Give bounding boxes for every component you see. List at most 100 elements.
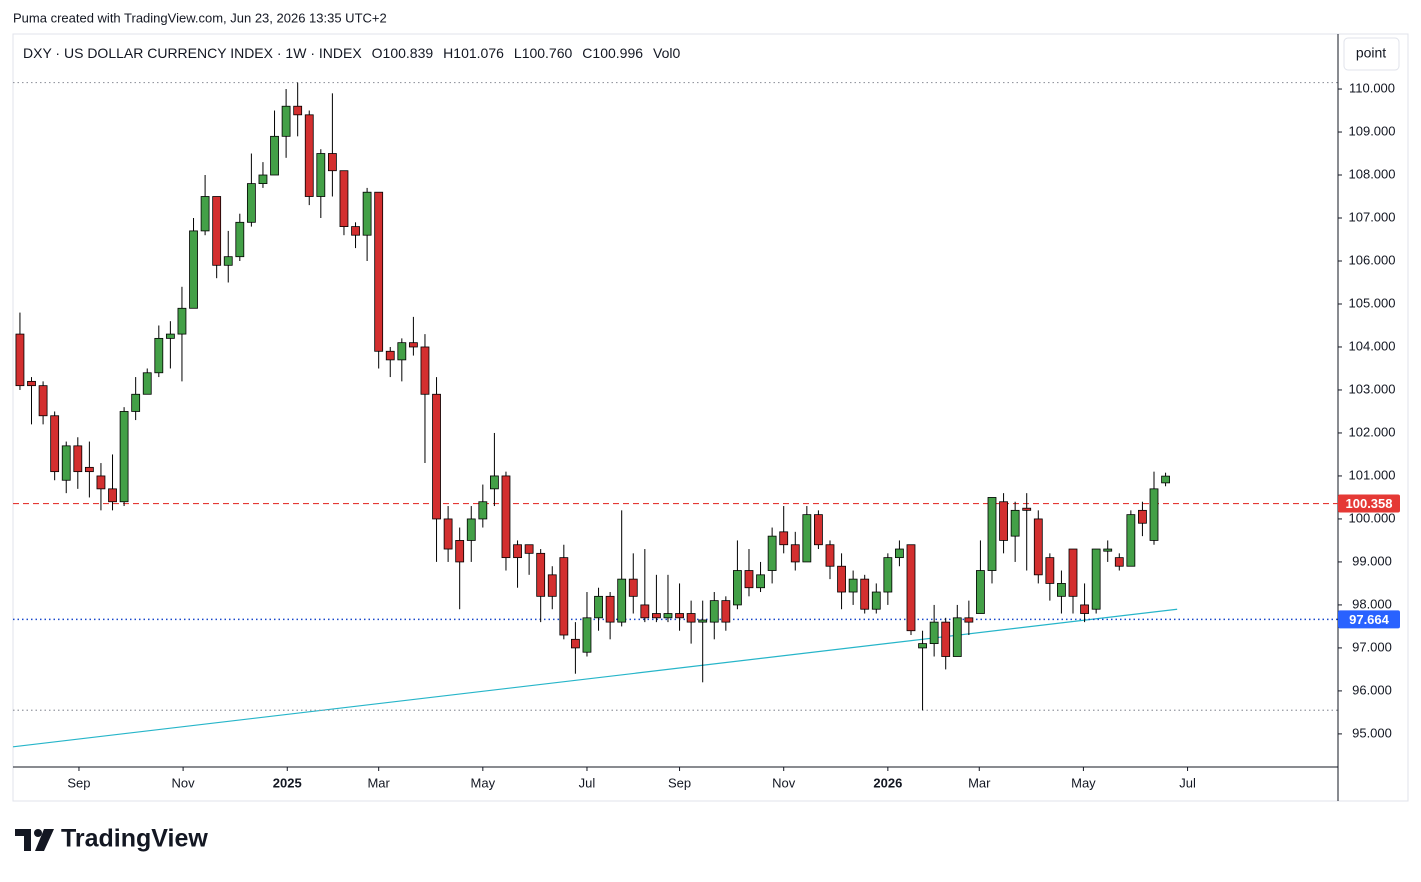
candle-body <box>663 613 673 619</box>
y-tick-label: 108.000 <box>1349 166 1396 181</box>
candle-body <box>918 643 927 649</box>
candle-body <box>964 617 974 623</box>
candle-body <box>929 621 939 645</box>
price-label-box <box>1338 494 1400 513</box>
x-tick-label: Sep <box>668 775 691 790</box>
y-tick-label: 102.000 <box>1349 424 1396 439</box>
candle-body <box>1022 507 1032 511</box>
candle-body <box>50 415 60 473</box>
price-label-box <box>1338 610 1400 629</box>
x-tick-label: Sep <box>67 775 90 790</box>
candle-body <box>733 570 742 606</box>
candle-body <box>177 307 187 335</box>
field-key: L <box>514 45 522 61</box>
candle-body <box>142 372 152 395</box>
logo-shape <box>15 829 31 851</box>
y-tick-label: 110.000 <box>1349 80 1395 95</box>
candle-body <box>709 600 719 623</box>
candle-body <box>466 518 476 541</box>
candle-body <box>686 613 696 623</box>
candle-body <box>293 105 303 116</box>
candle-body <box>374 191 384 352</box>
candle-body <box>617 578 627 623</box>
candle-body <box>1080 604 1089 614</box>
candle-body <box>837 565 846 593</box>
candle-body <box>27 380 36 387</box>
price-label: 100.358 <box>1346 496 1393 511</box>
y-tick-label: 100.000 <box>1349 510 1396 525</box>
candle-body <box>1161 475 1170 484</box>
symbol-header: DXY · US DOLLAR CURRENCY INDEX · 1W · IN… <box>23 45 681 61</box>
field-value: 0 <box>673 45 681 61</box>
candle-body <box>38 385 48 417</box>
candle-body <box>721 600 731 623</box>
candle-body <box>906 544 916 632</box>
candle-body <box>987 497 997 571</box>
candle-body <box>582 617 592 653</box>
candle-body <box>652 613 661 619</box>
candle-body <box>698 619 708 623</box>
candle-body <box>605 595 615 623</box>
y-tick-label: 103.000 <box>1349 381 1396 396</box>
y-tick-label: 101.000 <box>1349 467 1396 482</box>
candle-body <box>281 105 291 137</box>
x-tick-label: May <box>471 775 496 790</box>
candle-body <box>119 411 129 503</box>
candle-body <box>767 535 777 571</box>
trend-line <box>13 608 1178 748</box>
candle-body <box>513 544 522 559</box>
candle-body <box>61 445 71 481</box>
candle-body <box>154 337 164 374</box>
candle-body <box>941 621 951 657</box>
x-tick-label: Jul <box>579 775 596 790</box>
attribution: Puma created with TradingView.com, Jun 2… <box>13 10 387 25</box>
candle-body <box>952 617 962 657</box>
candle-body <box>223 256 233 266</box>
candle-body <box>246 183 256 223</box>
candle-body <box>258 174 268 185</box>
x-tick-label: 2026 <box>873 775 902 790</box>
chart-frame <box>12 33 1409 802</box>
candle-body <box>189 230 198 309</box>
candle-body <box>15 333 25 387</box>
candle-body <box>1057 583 1066 597</box>
candle-body <box>1010 509 1020 537</box>
price-label: 97.664 <box>1349 612 1390 627</box>
candle-body <box>316 153 326 197</box>
scale-button[interactable] <box>1343 37 1400 71</box>
candle-body <box>848 578 858 593</box>
field-value: 100.760 <box>522 45 573 61</box>
candle-body <box>536 552 546 597</box>
candle-body <box>339 170 349 228</box>
y-tick-label: 98.000 <box>1352 596 1392 611</box>
x-tick-label: Jul <box>1179 775 1196 790</box>
field-value: 100.839 <box>383 45 434 61</box>
field-key: H <box>443 45 453 61</box>
candle-body <box>802 514 812 563</box>
candle-body <box>455 540 465 563</box>
y-tick-label: 105.000 <box>1349 295 1396 310</box>
x-tick-label: Nov <box>172 775 196 790</box>
candle-body <box>478 501 488 520</box>
candle-body <box>883 557 893 593</box>
y-tick-label: 109.000 <box>1349 123 1396 138</box>
candle-body <box>524 544 534 554</box>
candle-body <box>108 488 117 503</box>
candle-body <box>871 591 881 610</box>
candle-body <box>397 342 407 361</box>
field-key: O <box>372 45 383 61</box>
x-tick-label: 2025 <box>273 775 302 790</box>
plot <box>13 81 1338 748</box>
candle-body <box>547 574 557 597</box>
scale-button-label[interactable]: point <box>1356 45 1386 61</box>
candle-body <box>165 333 175 339</box>
logo-shape <box>35 829 54 851</box>
x-tick-label: Mar <box>367 775 390 790</box>
candle-body <box>559 557 569 636</box>
candle-body <box>73 445 83 473</box>
candle-body <box>1126 514 1136 567</box>
x-tick-label: Nov <box>772 775 796 790</box>
candle-body <box>1068 548 1078 597</box>
y-tick-label: 104.000 <box>1349 338 1396 353</box>
